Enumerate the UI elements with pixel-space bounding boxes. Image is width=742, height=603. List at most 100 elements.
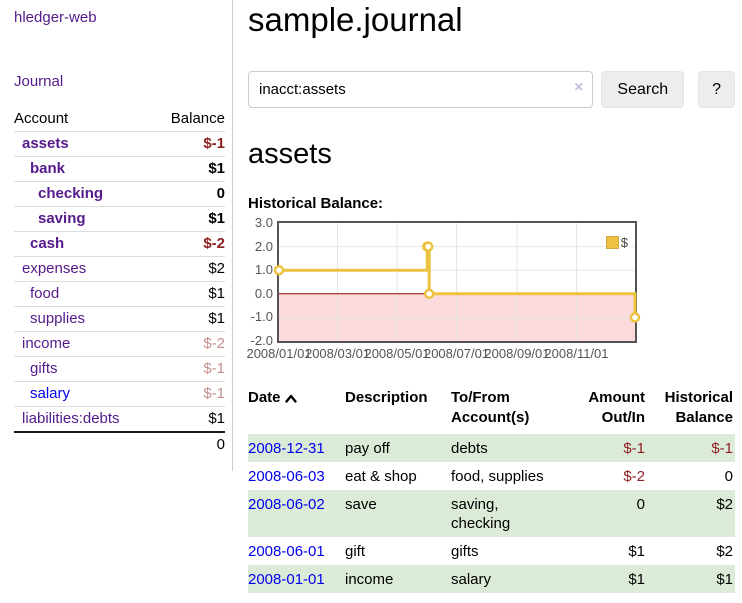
account-balance: $1 xyxy=(208,410,225,427)
account-row: food $1 xyxy=(14,281,225,307)
account-link-income[interactable]: income xyxy=(22,335,71,352)
account-row: liabilities:debts $1 xyxy=(14,406,225,433)
chart-legend: $ xyxy=(603,234,630,251)
transaction-amount: 0 xyxy=(636,496,645,513)
account-row: income $-2 xyxy=(14,331,225,357)
register-row: 2008-06-02 save saving, checking 0 $2 xyxy=(248,490,735,537)
account-link-liabilities-debts[interactable]: liabilities:debts xyxy=(22,410,120,427)
accounts-total: 0 xyxy=(216,436,225,453)
chart-plot-area: $ xyxy=(273,221,641,343)
register-row: 2008-06-01 gift gifts $1 $2 xyxy=(248,537,735,565)
sidebar: hledger-web Journal Account Balance asse… xyxy=(0,0,233,471)
transaction-accounts: food, supplies xyxy=(451,468,544,485)
transaction-accounts: debts xyxy=(451,440,488,457)
search-form: × Search ? xyxy=(248,71,735,108)
transaction-amount: $1 xyxy=(628,571,645,588)
register-header-row: Date Description To/From Account(s) Amou… xyxy=(248,384,735,434)
register-col-accounts: To/From Account(s) xyxy=(451,389,530,426)
account-link-salary[interactable]: salary xyxy=(30,385,71,402)
register-table: Date Description To/From Account(s) Amou… xyxy=(248,384,735,593)
legend-swatch-icon xyxy=(605,236,619,249)
transaction-date-link[interactable]: 2008-06-01 xyxy=(248,543,325,560)
clear-search-icon[interactable]: × xyxy=(574,79,584,96)
account-link-food[interactable]: food xyxy=(30,285,60,302)
transaction-date-link[interactable]: 2008-12-31 xyxy=(248,440,325,457)
account-balance: $-1 xyxy=(203,360,225,377)
accounts-header-row: Account Balance xyxy=(14,107,225,132)
main-content: sample.journal × Search ? assets Histori… xyxy=(233,0,742,603)
app-title[interactable]: hledger-web xyxy=(14,9,225,26)
transaction-description: income xyxy=(345,571,394,588)
transaction-amount: $1 xyxy=(628,543,645,560)
chart-title: Historical Balance: xyxy=(248,195,384,212)
account-link-expenses[interactable]: expenses xyxy=(22,260,87,277)
account-link-checking[interactable]: checking xyxy=(38,185,104,202)
account-row: supplies $1 xyxy=(14,306,225,332)
accounts-total-row: 0 xyxy=(14,432,225,457)
account-row: checking 0 xyxy=(14,181,225,207)
search-input[interactable] xyxy=(248,71,594,108)
account-link-assets[interactable]: assets xyxy=(22,135,69,152)
journal-title: sample.journal xyxy=(248,1,463,38)
chart-canvas xyxy=(273,223,641,341)
register-col-description: Description xyxy=(345,389,428,406)
account-row: bank $1 xyxy=(14,156,225,182)
transaction-description: save xyxy=(345,496,377,513)
transaction-description: eat & shop xyxy=(345,468,417,485)
transaction-description: gift xyxy=(345,543,366,560)
transaction-date-link[interactable]: 2008-06-02 xyxy=(248,496,325,513)
account-link-gifts[interactable]: gifts xyxy=(30,360,58,377)
transaction-balance: 0 xyxy=(724,468,733,485)
accounts-table: Account Balance assets $-1 bank $1 check… xyxy=(14,107,225,457)
legend-label: $ xyxy=(620,235,628,250)
account-balance: $1 xyxy=(208,310,225,327)
account-link-cash[interactable]: cash xyxy=(30,235,65,252)
register-col-balance: Historical Balance xyxy=(664,389,733,426)
account-row: assets $-1 xyxy=(14,131,225,157)
accounts-col-balance: Balance xyxy=(170,110,225,127)
register-row: 2008-06-03 eat & shop food, supplies $-2… xyxy=(248,462,735,490)
search-button[interactable]: Search xyxy=(601,71,685,108)
account-balance: $1 xyxy=(208,285,225,302)
account-balance: $1 xyxy=(208,160,225,177)
transaction-balance: $2 xyxy=(716,496,733,513)
account-row: saving $1 xyxy=(14,206,225,232)
account-balance: $-1 xyxy=(203,135,225,152)
account-balance: 0 xyxy=(216,185,225,202)
transaction-balance: $2 xyxy=(716,543,733,560)
transaction-accounts: gifts xyxy=(451,543,479,560)
account-balance: $-1 xyxy=(203,385,225,402)
transaction-accounts: saving, checking xyxy=(451,496,511,532)
account-link-saving[interactable]: saving xyxy=(38,210,86,227)
account-balance: $-2 xyxy=(203,335,225,352)
register-row: 2008-12-31 pay off debts $-1 $-1 xyxy=(248,434,735,462)
account-row: cash $-2 xyxy=(14,231,225,257)
account-link-supplies[interactable]: supplies xyxy=(30,310,86,327)
transaction-description: pay off xyxy=(345,440,390,457)
register-row: 2008-01-01 income salary $1 $1 xyxy=(248,565,735,593)
sidebar-item-journal[interactable]: Journal xyxy=(14,73,64,90)
register-col-date[interactable]: Date xyxy=(248,384,345,434)
transaction-accounts: salary xyxy=(451,571,492,588)
transaction-date-link[interactable]: 2008-01-01 xyxy=(248,571,325,588)
account-balance: $2 xyxy=(208,260,225,277)
search-box: × xyxy=(248,71,594,108)
transaction-date-link[interactable]: 2008-06-03 xyxy=(248,468,325,485)
app-title-link[interactable]: hledger-web xyxy=(14,9,97,26)
account-row: gifts $-1 xyxy=(14,356,225,382)
search-help-button[interactable]: ? xyxy=(698,71,735,108)
account-row: salary $-1 xyxy=(14,381,225,407)
accounts-col-account: Account xyxy=(14,110,69,127)
account-heading: assets xyxy=(248,138,332,170)
account-balance: $-2 xyxy=(203,235,225,252)
sort-ascending-icon xyxy=(284,394,297,403)
transaction-balance: $-1 xyxy=(711,440,733,457)
balance-chart: $ 3.0 2.0 1.0 0.0 -1.0 -2.0 2008/01/01 2008/03… xyxy=(246,216,735,363)
transaction-amount: $-1 xyxy=(623,440,645,457)
account-balance: $1 xyxy=(208,210,225,227)
account-row: expenses $2 xyxy=(14,256,225,282)
account-link-bank[interactable]: bank xyxy=(30,160,66,177)
register-col-amount: Amount Out/In xyxy=(588,389,645,426)
transaction-balance: $1 xyxy=(716,571,733,588)
